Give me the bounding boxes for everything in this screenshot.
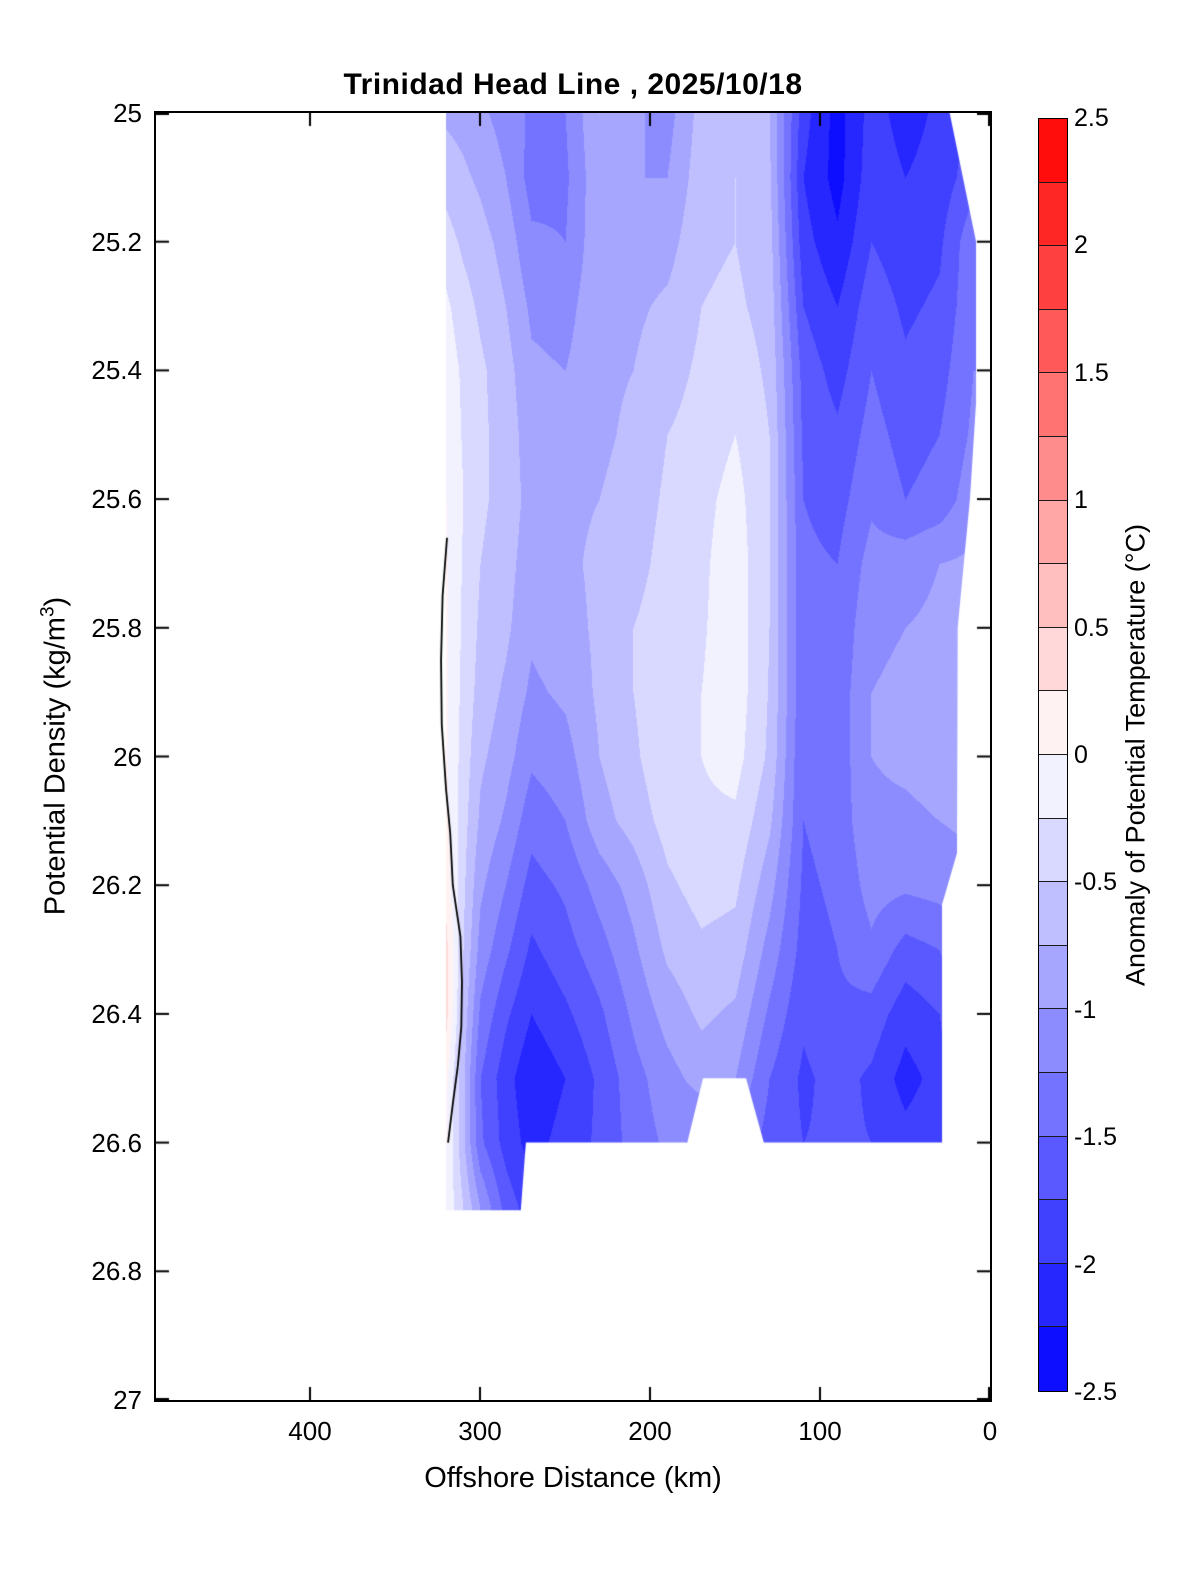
x-tick-label: 200 — [628, 1416, 672, 1446]
y-tick-label: 26.4 — [91, 998, 142, 1029]
y-axis-label-superscript: 3 — [37, 606, 59, 618]
colorbar-segment — [1039, 945, 1067, 1010]
colorbar-segment — [1039, 818, 1067, 883]
colorbar-segment — [1039, 754, 1067, 819]
contour-plot-area — [156, 113, 990, 1400]
colorbar-segment — [1039, 436, 1067, 501]
colorbar-segment — [1039, 119, 1067, 183]
x-tick-label: 0 — [982, 1416, 998, 1446]
x-tick-label: 300 — [458, 1416, 502, 1446]
y-tick-label: 27 — [113, 1385, 142, 1415]
x-axis-label: Offshore Distance (km) — [424, 1462, 722, 1494]
colorbar-label: Anomaly of Potential Temperature (°C) — [1120, 523, 1151, 987]
y-tick-label: 25.4 — [91, 355, 142, 386]
y-tick-label: 26 — [113, 741, 142, 772]
x-tick-label: 100 — [798, 1416, 842, 1446]
chart-title: Trinidad Head Line , 2025/10/18 — [343, 68, 803, 101]
y-axis-label-text: Potential Density (kg/m — [39, 617, 72, 916]
colorbar-segment — [1039, 500, 1067, 565]
y-tick-label: 25.8 — [91, 612, 142, 643]
y-axis-label-suffix: ) — [39, 596, 72, 607]
y-tick-label: 25 — [113, 98, 142, 128]
colorbar-segment — [1039, 882, 1067, 946]
colorbar-segment — [1039, 246, 1067, 310]
colorbar-segment — [1039, 182, 1067, 247]
y-tick-label: 26.2 — [91, 870, 142, 901]
plot-frame — [154, 111, 992, 1402]
y-axis-label: Potential Density (kg/m3) — [38, 597, 73, 915]
y-tick-label: 26.6 — [91, 1127, 142, 1158]
colorbar-segment — [1039, 1200, 1067, 1264]
x-tick-label: 400 — [288, 1416, 332, 1446]
y-tick-label: 25.2 — [91, 226, 142, 257]
colorbar-segment — [1039, 1072, 1067, 1137]
y-tick-label: 25.6 — [91, 484, 142, 515]
colorbar-segment — [1039, 1327, 1067, 1391]
colorbar-segment — [1039, 627, 1067, 692]
colorbar-segment — [1039, 564, 1067, 628]
colorbar-segment — [1039, 1263, 1067, 1328]
y-tick-label: 26.8 — [91, 1256, 142, 1287]
colorbar-segment — [1039, 691, 1067, 755]
colorbar-segment — [1039, 1009, 1067, 1073]
colorbar-segment — [1039, 309, 1067, 374]
colorbar — [1038, 118, 1068, 1392]
colorbar-segment — [1039, 1136, 1067, 1201]
colorbar-segment — [1039, 373, 1067, 437]
